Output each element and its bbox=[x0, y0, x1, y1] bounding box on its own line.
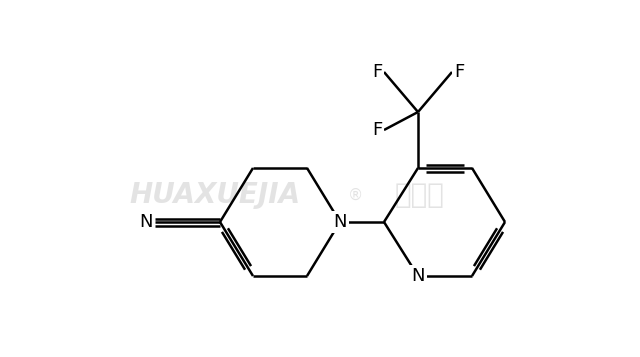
Text: F: F bbox=[372, 63, 382, 81]
Text: HUAXUEJIA: HUAXUEJIA bbox=[129, 181, 301, 209]
Text: N: N bbox=[333, 213, 347, 231]
Text: F: F bbox=[454, 63, 464, 81]
Text: N: N bbox=[140, 213, 153, 231]
Text: F: F bbox=[372, 121, 382, 139]
Text: ®: ® bbox=[348, 187, 363, 202]
Text: 化学加: 化学加 bbox=[395, 181, 445, 209]
Text: N: N bbox=[412, 267, 425, 285]
